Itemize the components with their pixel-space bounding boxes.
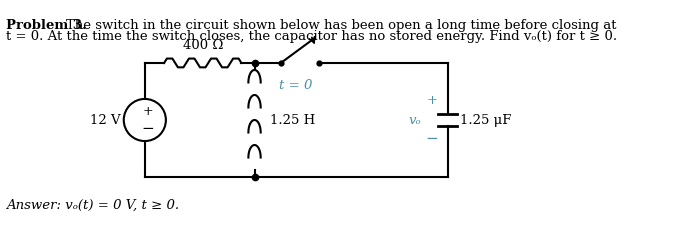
Text: 1.25 H: 1.25 H <box>270 114 316 126</box>
Text: The switch in the circuit shown below has been open a long time before closing a: The switch in the circuit shown below ha… <box>66 19 617 32</box>
Text: t = 0: t = 0 <box>278 79 312 92</box>
Text: 1.25 μF: 1.25 μF <box>460 114 511 126</box>
Text: Answer: vₒ(t) = 0 V, t ≥ 0.: Answer: vₒ(t) = 0 V, t ≥ 0. <box>6 198 179 211</box>
Text: Problem 3.: Problem 3. <box>6 19 87 32</box>
Text: t = 0. At the time the switch closes, the capacitor has no stored energy. Find v: t = 0. At the time the switch closes, th… <box>6 30 617 43</box>
Text: −: − <box>141 122 154 136</box>
Text: 400 Ω: 400 Ω <box>183 39 223 52</box>
Text: vₒ: vₒ <box>409 114 421 126</box>
Text: +: + <box>142 105 153 118</box>
Text: 12 V: 12 V <box>90 114 121 126</box>
Text: +: + <box>426 94 438 107</box>
Text: −: − <box>425 132 438 146</box>
